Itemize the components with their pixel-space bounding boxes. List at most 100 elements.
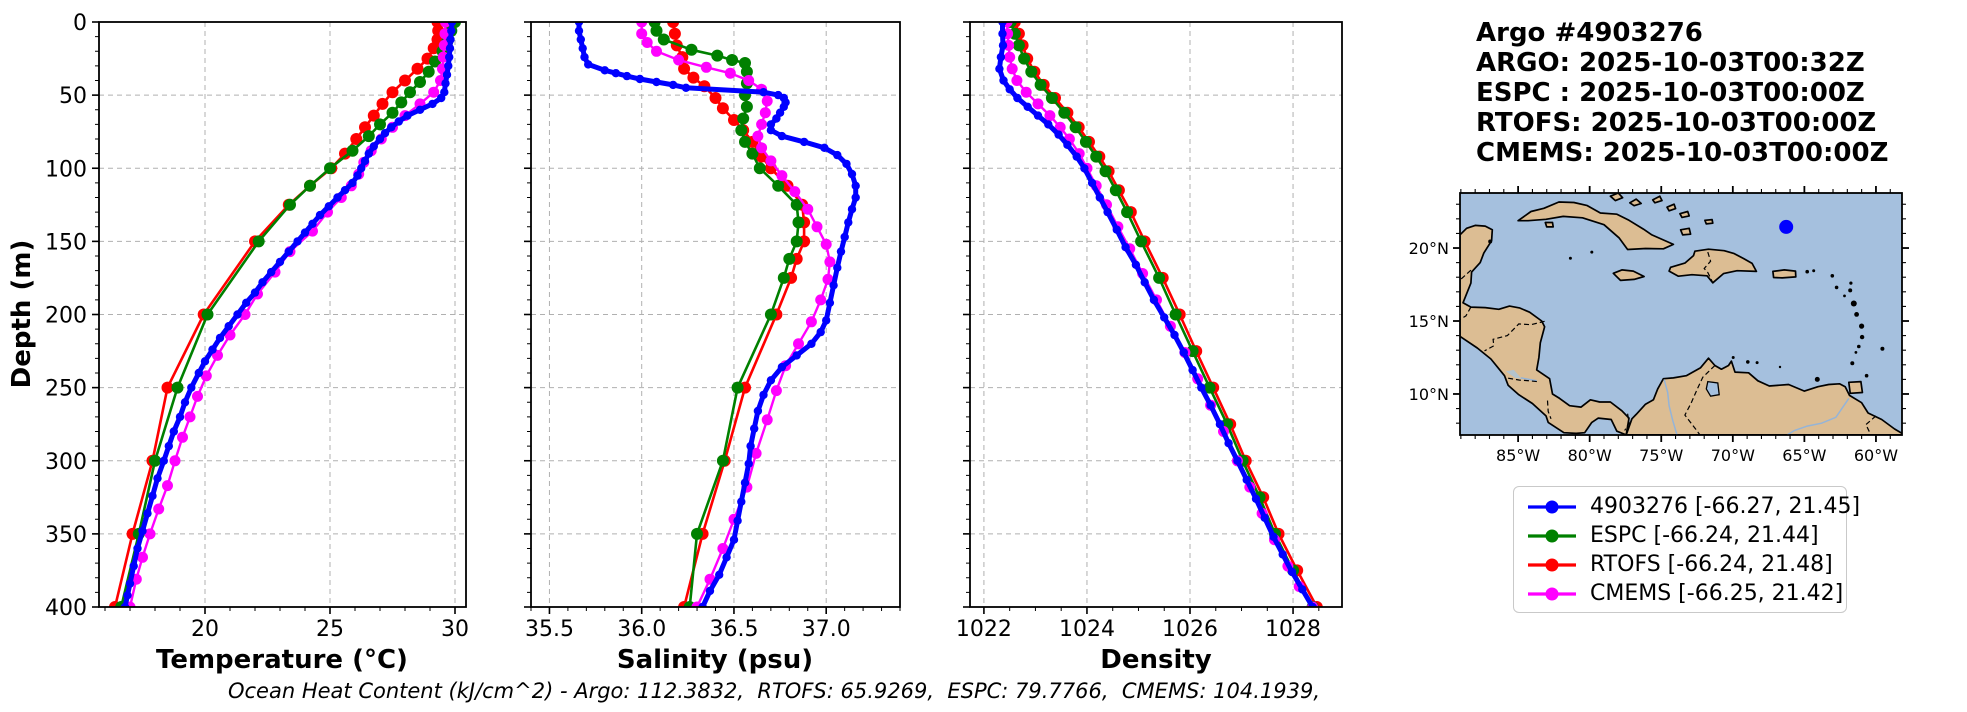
legend-marker-line xyxy=(1528,587,1576,600)
country-border xyxy=(1624,413,1630,431)
data-point xyxy=(811,221,823,233)
data-point xyxy=(995,64,1004,74)
data-point xyxy=(578,44,587,53)
legend-label: CMEMS [-66.25, 21.42] xyxy=(1590,581,1844,606)
x-tick-label: 20 xyxy=(191,617,219,642)
data-point xyxy=(1032,98,1044,110)
data-point xyxy=(687,71,700,84)
data-point xyxy=(716,102,729,115)
island xyxy=(1854,312,1859,317)
title-espc-time: ESPC : 2025-10-03T00:00Z xyxy=(1476,78,1865,108)
data-point xyxy=(766,376,776,385)
data-point xyxy=(792,351,801,360)
data-point xyxy=(652,77,661,87)
data-point xyxy=(180,398,190,407)
data-point xyxy=(1045,92,1058,104)
title-float-id: Argo #4903276 xyxy=(1476,18,1703,48)
data-point xyxy=(836,247,846,256)
x-axis-title-temperature: Temperature (°C) xyxy=(156,645,408,675)
data-point xyxy=(746,147,759,160)
data-point xyxy=(169,427,178,436)
data-point xyxy=(820,238,832,250)
island xyxy=(1805,269,1809,274)
island xyxy=(1812,269,1816,273)
data-point xyxy=(715,570,724,579)
data-point xyxy=(415,105,425,115)
data-point xyxy=(717,543,729,554)
data-point xyxy=(350,133,363,145)
data-point xyxy=(777,131,787,141)
river xyxy=(1663,379,1678,435)
data-point xyxy=(574,26,584,35)
data-point xyxy=(444,61,453,71)
data-point xyxy=(364,149,373,158)
data-point xyxy=(576,35,585,44)
data-point xyxy=(224,322,233,331)
legend-label: 4903276 [-66.27, 21.45] xyxy=(1590,494,1861,519)
legend-marker-line xyxy=(1528,558,1576,571)
data-point xyxy=(737,112,750,125)
salinity-panel: 35.5 36.0 36.5 37.0 xyxy=(524,21,901,642)
data-point xyxy=(673,54,685,66)
data-point xyxy=(600,66,609,75)
data-point xyxy=(651,45,662,57)
island xyxy=(1488,239,1493,244)
data-point xyxy=(428,86,440,98)
data-point xyxy=(766,126,776,135)
data-point xyxy=(733,516,742,525)
data-point xyxy=(133,544,142,553)
data-point xyxy=(187,383,196,392)
data-point xyxy=(851,181,860,190)
data-point xyxy=(635,74,645,84)
data-point xyxy=(184,411,196,423)
data-point xyxy=(766,120,776,129)
country-border xyxy=(1703,251,1714,284)
island xyxy=(1864,373,1869,378)
data-point xyxy=(387,123,396,132)
data-point xyxy=(790,235,803,248)
country-border xyxy=(1460,269,1472,281)
data-point xyxy=(194,368,203,378)
data-point xyxy=(399,74,411,87)
data-point xyxy=(137,551,148,563)
data-point xyxy=(360,156,370,166)
landmass xyxy=(1679,210,1691,219)
data-point xyxy=(759,107,771,119)
data-point xyxy=(657,33,670,46)
island xyxy=(1834,285,1839,290)
data-point xyxy=(125,579,135,588)
data-point xyxy=(1044,110,1056,122)
legend-item-rtofs: RTOFS [-66.24, 21.48] xyxy=(1526,550,1846,579)
series-line-RTOFS xyxy=(113,22,440,607)
data-point xyxy=(822,316,831,325)
data-point xyxy=(1054,130,1063,139)
data-point xyxy=(1131,260,1141,269)
data-point xyxy=(691,527,703,540)
data-point xyxy=(1099,165,1112,178)
data-point xyxy=(740,65,753,78)
data-point xyxy=(1087,178,1097,188)
y-tick-label: 150 xyxy=(45,230,87,255)
data-point xyxy=(395,96,408,109)
map-lon-label: 80°W xyxy=(1568,446,1612,465)
landmass xyxy=(1628,198,1643,207)
data-point xyxy=(242,298,251,307)
data-point xyxy=(1251,494,1261,503)
island xyxy=(1568,256,1572,260)
data-point xyxy=(790,198,803,211)
title-cmems-time: CMEMS: 2025-10-03T00:00Z xyxy=(1476,138,1889,168)
data-point xyxy=(611,69,621,78)
data-point xyxy=(746,441,755,451)
data-point xyxy=(346,144,359,157)
data-point xyxy=(200,370,212,382)
data-point xyxy=(709,92,722,104)
data-point xyxy=(728,114,740,126)
data-point xyxy=(315,210,325,220)
data-point xyxy=(441,79,450,88)
y-tick-label: 0 xyxy=(73,11,87,36)
data-point xyxy=(437,93,446,103)
landmass xyxy=(1612,269,1645,282)
island xyxy=(1859,323,1865,329)
island xyxy=(1859,334,1865,340)
lake xyxy=(1705,380,1720,397)
